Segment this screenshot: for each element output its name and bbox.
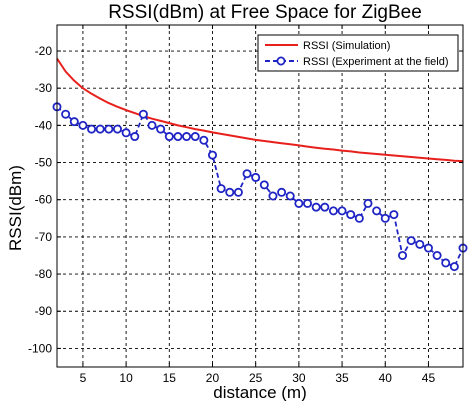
experiment-data-point [380, 213, 390, 223]
experiment-data-point [138, 109, 148, 119]
experiment-data-point [337, 206, 347, 216]
y-tick-label: -30 [35, 81, 53, 95]
x-tick-label: 25 [249, 371, 263, 385]
legend-marker [276, 56, 286, 66]
experiment-data-point [121, 128, 131, 138]
experiment-data-point [389, 210, 399, 220]
plot-frame [56, 24, 464, 368]
simulation-series-line [56, 57, 464, 163]
y-tick-label: -40 [35, 118, 53, 132]
experiment-data-point [225, 187, 235, 197]
experiment-data-point [259, 180, 269, 190]
experiment-data-point [423, 243, 433, 253]
experiment-data-point [164, 132, 174, 142]
y-tick-label: -60 [35, 193, 53, 207]
experiment-data-point [156, 124, 166, 134]
x-tick-label: 15 [163, 371, 177, 385]
experiment-data-point [372, 206, 382, 216]
x-tick-label: 30 [292, 371, 306, 385]
experiment-data-point [268, 191, 278, 201]
y-axis-label: RSSI(dBm) [6, 165, 25, 251]
experiment-data-point [277, 187, 287, 197]
legend-entry-label: RSSI (Experiment at the field) [303, 56, 449, 68]
experiment-data-point [441, 258, 451, 268]
y-tick-label: -20 [35, 44, 53, 58]
experiment-data-point [406, 236, 416, 246]
y-tick-label: -90 [35, 304, 53, 318]
experiment-data-point [147, 120, 157, 130]
experiment-data-point [130, 132, 140, 142]
experiment-data-point [320, 202, 330, 212]
experiment-data-point [415, 239, 425, 249]
experiment-data-point [182, 132, 192, 142]
x-tick-label: 5 [80, 371, 87, 385]
experiment-data-point [363, 198, 373, 208]
x-tick-label: 45 [422, 371, 436, 385]
experiment-data-point [294, 198, 304, 208]
experiment-data-point [311, 202, 321, 212]
x-tick-label: 20 [206, 371, 220, 385]
experiment-data-point [432, 250, 442, 260]
y-tick-label: -70 [35, 230, 53, 244]
experiment-data-point [104, 124, 114, 134]
experiment-data-point [285, 191, 295, 201]
x-tick-label: 40 [379, 371, 393, 385]
y-tick-label: -100 [28, 341, 52, 355]
experiment-data-point [233, 187, 243, 197]
plot-area [57, 25, 463, 367]
experiment-data-point [207, 150, 217, 160]
x-tick-label: 35 [335, 371, 349, 385]
experiment-data-point [242, 169, 252, 179]
experiment-data-point [173, 132, 183, 142]
series-layer [52, 57, 468, 272]
x-axis-label: distance (m) [213, 383, 307, 401]
experiment-data-point [216, 184, 226, 194]
legend-entry-label: RSSI (Simulation) [303, 40, 390, 52]
y-tick-label: -80 [35, 267, 53, 281]
legend-box [257, 34, 459, 72]
x-tick-label: 10 [119, 371, 133, 385]
experiment-data-point [87, 124, 97, 134]
experiment-data-point [303, 198, 313, 208]
experiment-data-point [398, 250, 408, 260]
experiment-data-point [78, 120, 88, 130]
experiment-data-point [328, 206, 338, 216]
chart-title: RSSI(dBm) at Free Space for ZigBee [108, 2, 422, 23]
experiment-data-point [251, 172, 261, 182]
experiment-data-point [354, 213, 364, 223]
y-tick-label: -50 [35, 156, 53, 170]
experiment-data-point [190, 132, 200, 142]
experiment-data-point [112, 124, 122, 134]
experiment-data-point [199, 135, 209, 145]
legend: RSSI (Simulation) RSSI (Experiment at the… [257, 34, 459, 72]
experiment-data-point [61, 109, 71, 119]
axis-ticks: 5 10 15 20 25 30 35 40 45 -20 -30 -40 -50 -60 -70 -80 -9… [28, 25, 463, 385]
experiment-data-point [95, 124, 105, 134]
experiment-data-point [346, 210, 356, 220]
experiment-data-point [449, 262, 459, 272]
experiment-data-point [69, 117, 79, 127]
